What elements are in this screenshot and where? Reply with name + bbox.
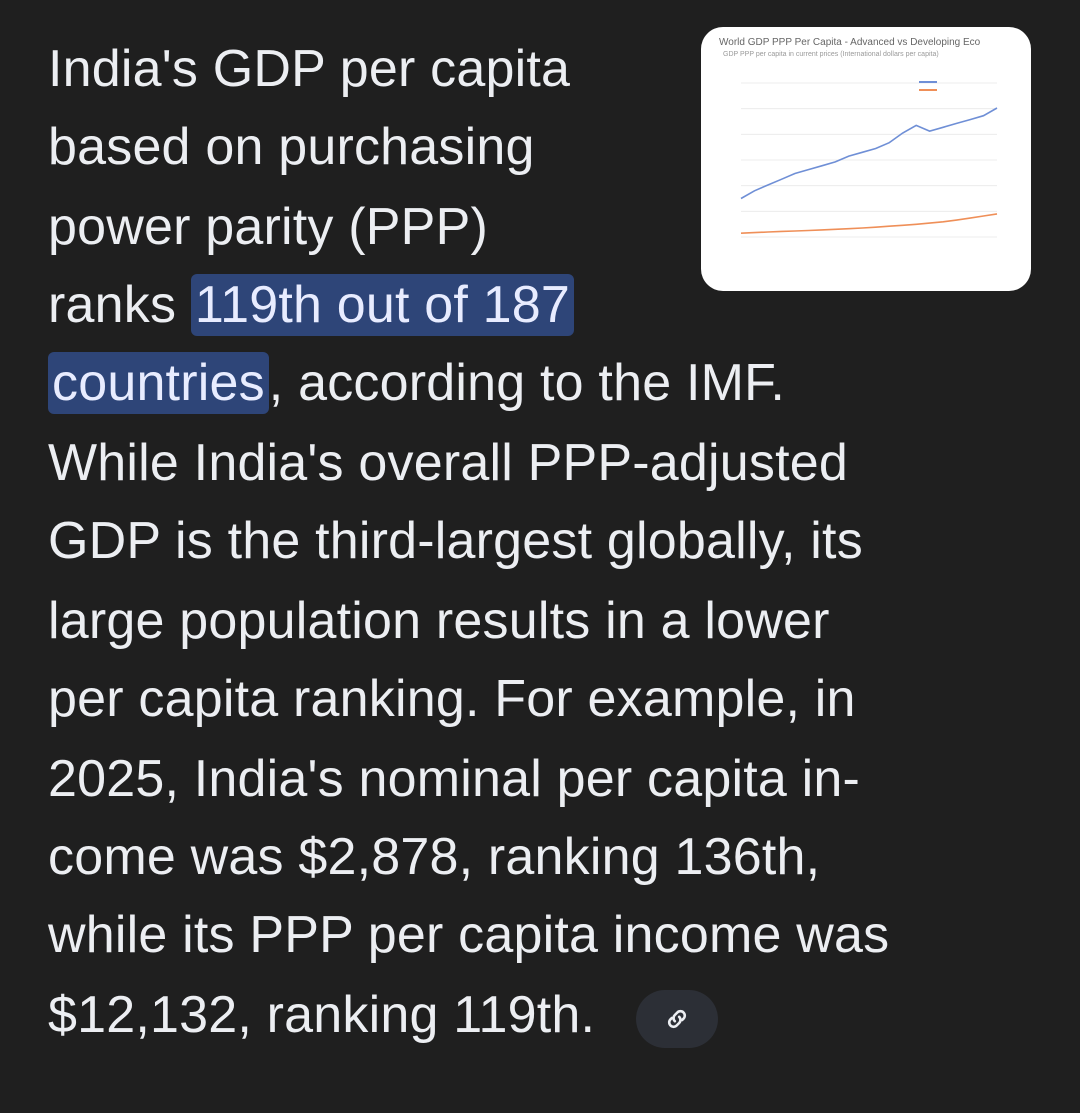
highlighted-text-rank[interactable]: 119th out of 187	[190, 274, 575, 336]
answer-line-1: India's GDP per capita	[48, 40, 571, 98]
answer-line-2: based on purchasing	[48, 118, 535, 176]
answer-line-9: per capita ranking. For example, in	[48, 670, 856, 728]
thumbnail-title: World GDP PPP Per Capita - Advanced vs D…	[719, 37, 981, 48]
answer-line-13: $12,132, ranking 119th.	[48, 986, 596, 1044]
answer-line-7: GDP is the third-largest globally, its	[48, 512, 863, 570]
thumbnail-subtitle: GDP PPP per capita in current prices (In…	[723, 51, 939, 58]
legend-swatch-orange	[919, 89, 937, 91]
link-icon	[667, 1009, 687, 1029]
series-line-1	[740, 213, 998, 234]
answer-line-5-suffix: , according to the IMF.	[268, 354, 785, 412]
chart-series	[740, 107, 998, 234]
legend	[919, 81, 937, 91]
answer-line-6: While India's overall PPP-adjusted	[48, 434, 849, 492]
source-link-button[interactable]	[636, 990, 718, 1048]
series-line-0	[740, 107, 998, 200]
highlighted-text-countries[interactable]: countries	[48, 352, 269, 414]
answer-line-3: power parity (PPP)	[48, 198, 488, 256]
answer-line-4-prefix: ranks	[48, 276, 191, 334]
answer-line-4: ranks 119th out of 187	[48, 266, 575, 344]
answer-line-10: 2025, India's nominal per capita in-	[48, 750, 861, 808]
legend-swatch-blue	[919, 81, 937, 83]
thumbnail-chart	[740, 81, 998, 238]
answer-line-12: while its PPP per capita income was	[48, 906, 890, 964]
thumbnail-card[interactable]: World GDP PPP Per Capita - Advanced vs D…	[701, 27, 1031, 291]
answer-line-11: come was $2,878, ranking 136th,	[48, 828, 821, 886]
answer-line-5: countries, according to the IMF.	[48, 344, 785, 422]
chart-grid	[741, 82, 997, 238]
answer-line-8: large population results in a lower	[48, 592, 830, 650]
